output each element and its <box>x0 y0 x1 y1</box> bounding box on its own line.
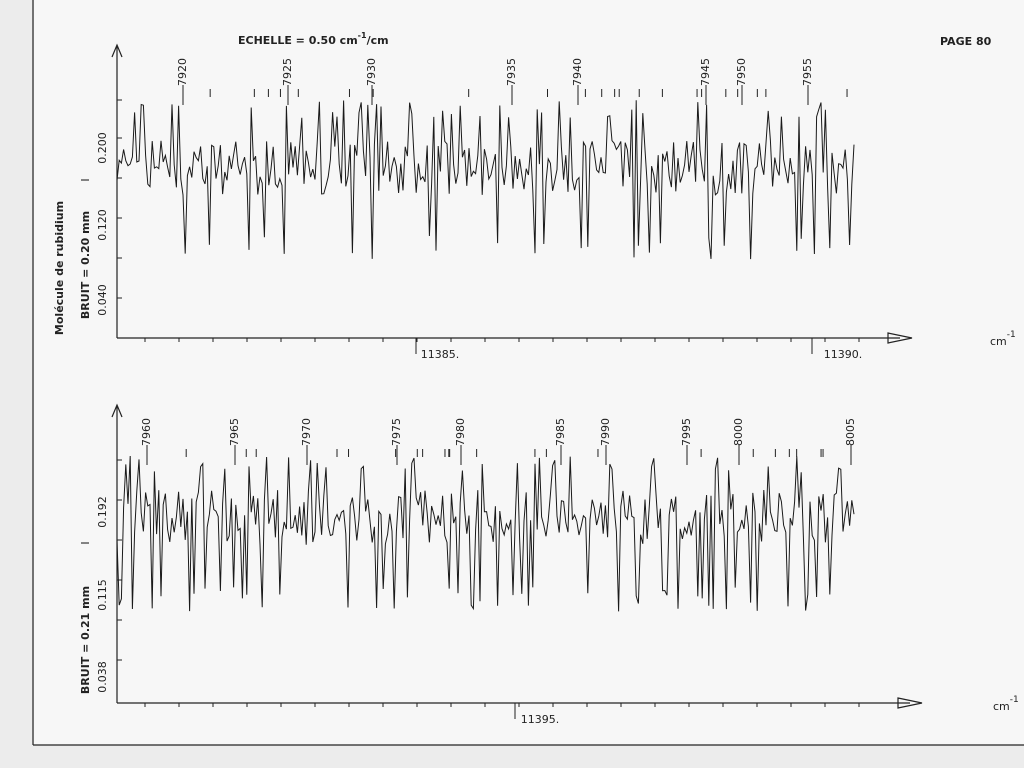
paper <box>34 0 1024 745</box>
line-number: 7995 <box>680 418 693 446</box>
line-number: 7940 <box>571 58 584 86</box>
unit-base: cm <box>993 700 1010 713</box>
noise-label: BRUIT = 0.20 mm <box>79 211 92 319</box>
x-label: 11395. <box>521 713 560 726</box>
unit-exponent: -1 <box>1007 330 1016 340</box>
unit-label: cm-1 <box>993 695 1019 714</box>
line-number: 7945 <box>699 58 712 86</box>
line-number: 7950 <box>735 58 748 86</box>
unit-base: cm <box>990 335 1007 348</box>
noise-label: BRUIT = 0.21 mm <box>79 586 92 694</box>
y-label: 0.038 <box>96 661 109 693</box>
scale-exponent: -1 <box>358 31 367 40</box>
x-axis <box>117 697 923 709</box>
side-label: Molécule de rubidium <box>53 201 66 335</box>
scale-suffix: /cm <box>367 34 389 47</box>
y-label: 0.040 <box>96 284 109 316</box>
line-number: 7930 <box>365 58 378 86</box>
line-number: 7980 <box>454 418 467 446</box>
unit-exponent: -1 <box>1010 695 1019 705</box>
y-label: 0.192 <box>96 496 109 528</box>
line-number: 8005 <box>844 418 857 446</box>
line-number: 7920 <box>176 58 189 86</box>
line-number: 7975 <box>390 418 403 446</box>
scale-text: ECHELLE = 0.50 cm <box>238 34 358 47</box>
line-number: 7985 <box>554 418 567 446</box>
line-number: 7990 <box>599 418 612 446</box>
line-number: 7955 <box>801 58 814 86</box>
intensity-symbol: I <box>79 178 92 181</box>
line-number: 7965 <box>228 418 241 446</box>
intensity-symbol: I <box>79 541 92 544</box>
line-number: 8000 <box>732 418 745 446</box>
spectrum-trace <box>116 100 855 260</box>
page-number: PAGE 80 <box>940 35 992 48</box>
unit-label: cm-1 <box>990 330 1016 349</box>
x-label: 11390. <box>824 348 863 361</box>
y-axis <box>111 43 123 338</box>
line-number: 7935 <box>505 58 518 86</box>
scale-label: ECHELLE = 0.50 cm-1/cm <box>238 31 389 48</box>
y-label: 0.200 <box>96 132 109 164</box>
y-label: 0.115 <box>96 579 109 611</box>
line-number: 7970 <box>300 418 313 446</box>
x-label: 11385. <box>421 348 460 361</box>
spectrum-trace <box>116 455 855 612</box>
y-label: 0.120 <box>96 209 109 241</box>
line-number: 7925 <box>281 58 294 86</box>
line-number: 7960 <box>140 418 153 446</box>
